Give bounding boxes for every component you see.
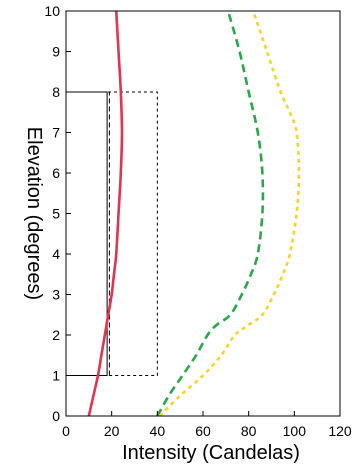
series-line-dashed: [156, 10, 265, 417]
ticks-layer: 0 20 40 60 80 100 120 0 1 2 3 4 5 6 7 8 9 10: [44, 3, 351, 439]
y-tick-label: 4: [52, 246, 60, 262]
solid-region-box: [65, 91, 108, 376]
y-tick-label: 8: [52, 84, 60, 100]
series-layer: [87, 10, 301, 417]
y-tick-label: 9: [52, 44, 60, 60]
series-line-dotted: [158, 10, 301, 417]
x-tick-label: 80: [241, 423, 257, 439]
x-tick-label: 40: [150, 423, 166, 439]
x-tick-label: 20: [104, 423, 120, 439]
y-tick-label: 7: [52, 125, 60, 141]
regions-layer: [65, 91, 158, 376]
series-line-solid: [87, 10, 124, 417]
x-tick-label: 0: [62, 423, 70, 439]
x-tick-label: 60: [195, 423, 211, 439]
dashed-region-box: [65, 91, 158, 376]
y-tick-label: 0: [52, 408, 60, 424]
x-tick-label: 100: [283, 423, 307, 439]
y-tick-label: 1: [52, 368, 60, 384]
y-tick-label: 10: [44, 3, 60, 19]
y-tick-label: 6: [52, 165, 60, 181]
x-tick-label: 120: [328, 423, 352, 439]
x-axis-title: Intensity (Candelas): [122, 442, 300, 464]
y-axis-title: Elevation (degrees): [23, 127, 45, 300]
y-tick-label: 2: [52, 327, 60, 343]
y-tick-label: 3: [52, 287, 60, 303]
y-tick-label: 5: [52, 206, 60, 222]
